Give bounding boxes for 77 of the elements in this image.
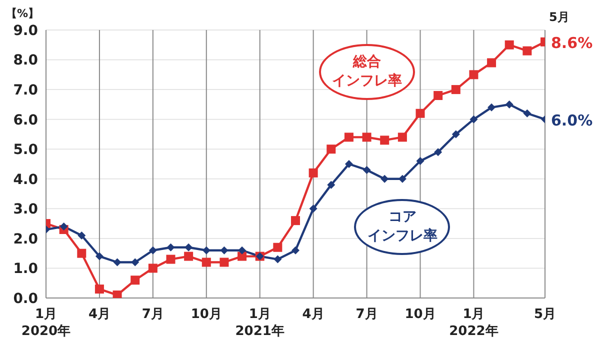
point <box>184 243 193 252</box>
point <box>238 252 247 261</box>
x-tick-label: 1月 2021年 <box>235 307 284 338</box>
x-tick-label: 4月 <box>302 307 324 322</box>
point <box>148 264 158 273</box>
point <box>380 174 389 183</box>
point <box>220 258 229 267</box>
name-ellipse: 総合インフレ率 <box>318 44 415 100</box>
x-tick-label: 1月 2022年 <box>449 307 498 338</box>
point <box>78 231 86 240</box>
point <box>504 40 514 50</box>
name-ellipse: コアインフレ率 <box>354 198 450 255</box>
point <box>398 174 406 183</box>
point <box>452 130 460 138</box>
point <box>60 222 68 231</box>
point <box>327 180 336 189</box>
x-tick-label: 10月 <box>190 307 222 322</box>
point <box>273 242 282 252</box>
point <box>344 160 353 168</box>
point <box>398 132 407 142</box>
y-tick-label: 9.0 <box>13 22 38 39</box>
point <box>434 91 443 100</box>
point <box>344 132 354 142</box>
y-axis-title: 【%】 <box>6 6 40 21</box>
point <box>505 100 514 108</box>
point <box>309 204 318 213</box>
x-tick-label: 7月 <box>356 307 378 322</box>
y-tick-label: 3.0 <box>13 202 38 218</box>
point <box>113 258 122 266</box>
y-tick-label: 8.0 <box>13 52 38 69</box>
point <box>522 46 532 56</box>
y-tick-label: 0.0 <box>13 290 38 307</box>
x-tick-label: 10月 <box>404 307 436 322</box>
point <box>362 166 371 174</box>
point <box>469 70 478 80</box>
point <box>326 144 336 154</box>
point <box>202 258 211 267</box>
y-tick-label: 2.0 <box>13 231 38 248</box>
point <box>94 284 104 294</box>
point <box>470 115 478 124</box>
y-tick-label: 4.0 <box>13 172 38 188</box>
point <box>416 108 425 118</box>
point <box>166 243 175 252</box>
y-tick-label: 1.0 <box>13 261 38 278</box>
y-tick-label: 6.0 <box>13 112 38 128</box>
point <box>220 246 228 254</box>
point <box>77 248 86 258</box>
point <box>112 290 122 298</box>
point <box>202 246 210 254</box>
point <box>380 136 390 145</box>
point <box>434 148 442 156</box>
x-tick-label: 7月 <box>142 307 164 322</box>
point <box>148 246 157 254</box>
point <box>308 168 318 178</box>
y-tick-label: 7.0 <box>13 82 38 99</box>
point <box>184 252 194 261</box>
text: 5月 <box>549 9 570 26</box>
x-tick-label: 5月 <box>534 307 556 322</box>
point <box>451 85 460 94</box>
x-tick-label: 1月 2020年 <box>21 307 71 338</box>
x-tick-label: 4月 <box>88 307 110 322</box>
point <box>523 109 532 118</box>
point <box>238 246 246 254</box>
point <box>487 58 496 68</box>
point <box>416 157 424 166</box>
data-label: 6.0% <box>551 111 593 130</box>
point <box>131 258 140 266</box>
point <box>130 276 140 285</box>
point <box>292 246 300 254</box>
point <box>166 254 176 264</box>
data-label: 8.6% <box>551 34 593 52</box>
point <box>362 132 372 142</box>
point <box>488 103 496 112</box>
point <box>274 255 282 264</box>
point <box>95 252 104 260</box>
y-tick-label: 5.0 <box>13 142 38 158</box>
point <box>291 216 300 226</box>
